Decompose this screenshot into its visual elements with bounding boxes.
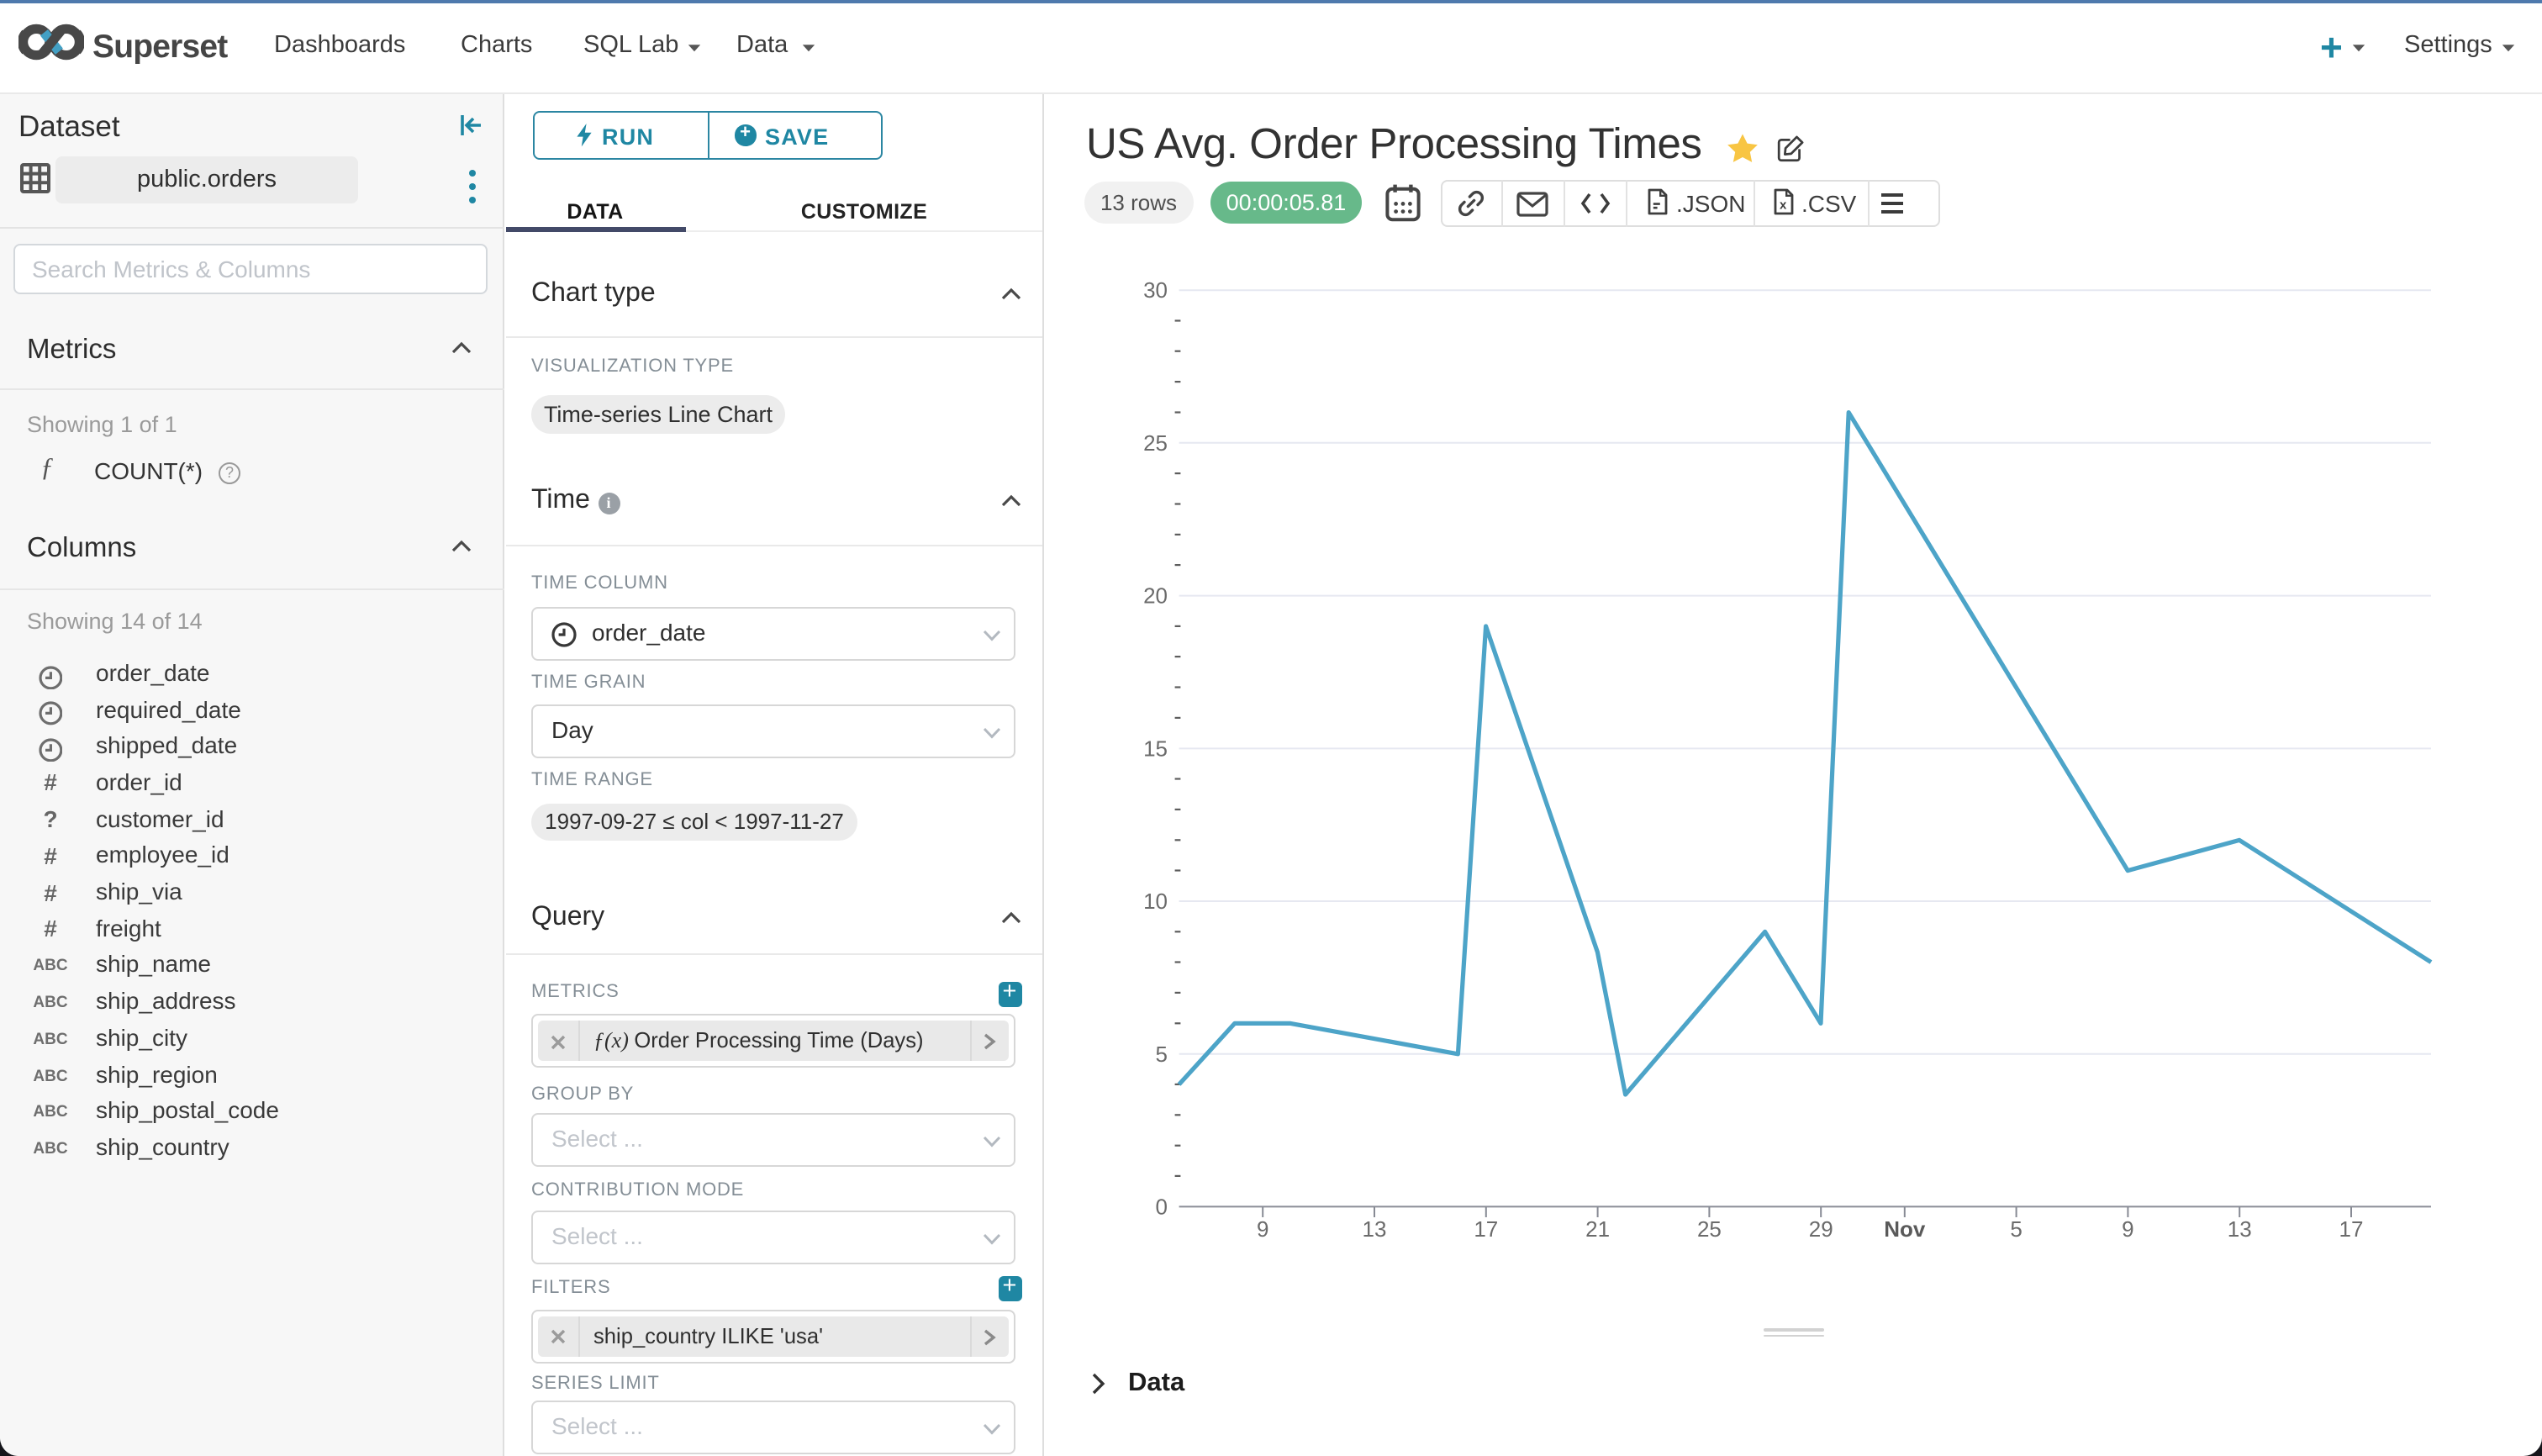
- svg-text:13: 13: [1363, 1216, 1387, 1242]
- svg-text:29: 29: [1809, 1216, 1833, 1242]
- svg-text:9: 9: [2122, 1216, 2133, 1242]
- svg-text:10: 10: [1143, 889, 1168, 914]
- svg-text:15: 15: [1143, 736, 1168, 761]
- svg-text:13: 13: [2228, 1216, 2252, 1242]
- svg-text:17: 17: [2339, 1216, 2364, 1242]
- svg-text:20: 20: [1143, 583, 1168, 609]
- svg-text:Nov: Nov: [1884, 1216, 1926, 1242]
- svg-text:25: 25: [1697, 1216, 1722, 1242]
- svg-text:5: 5: [2010, 1216, 2022, 1242]
- svg-text:0: 0: [1156, 1194, 1168, 1219]
- svg-text:5: 5: [1156, 1042, 1168, 1067]
- svg-text:17: 17: [1474, 1216, 1498, 1242]
- svg-text:25: 25: [1143, 430, 1168, 456]
- svg-text:21: 21: [1585, 1216, 1610, 1242]
- svg-text:9: 9: [1257, 1216, 1268, 1242]
- svg-text:30: 30: [1143, 277, 1168, 303]
- svg-text:x: x: [1780, 198, 1787, 213]
